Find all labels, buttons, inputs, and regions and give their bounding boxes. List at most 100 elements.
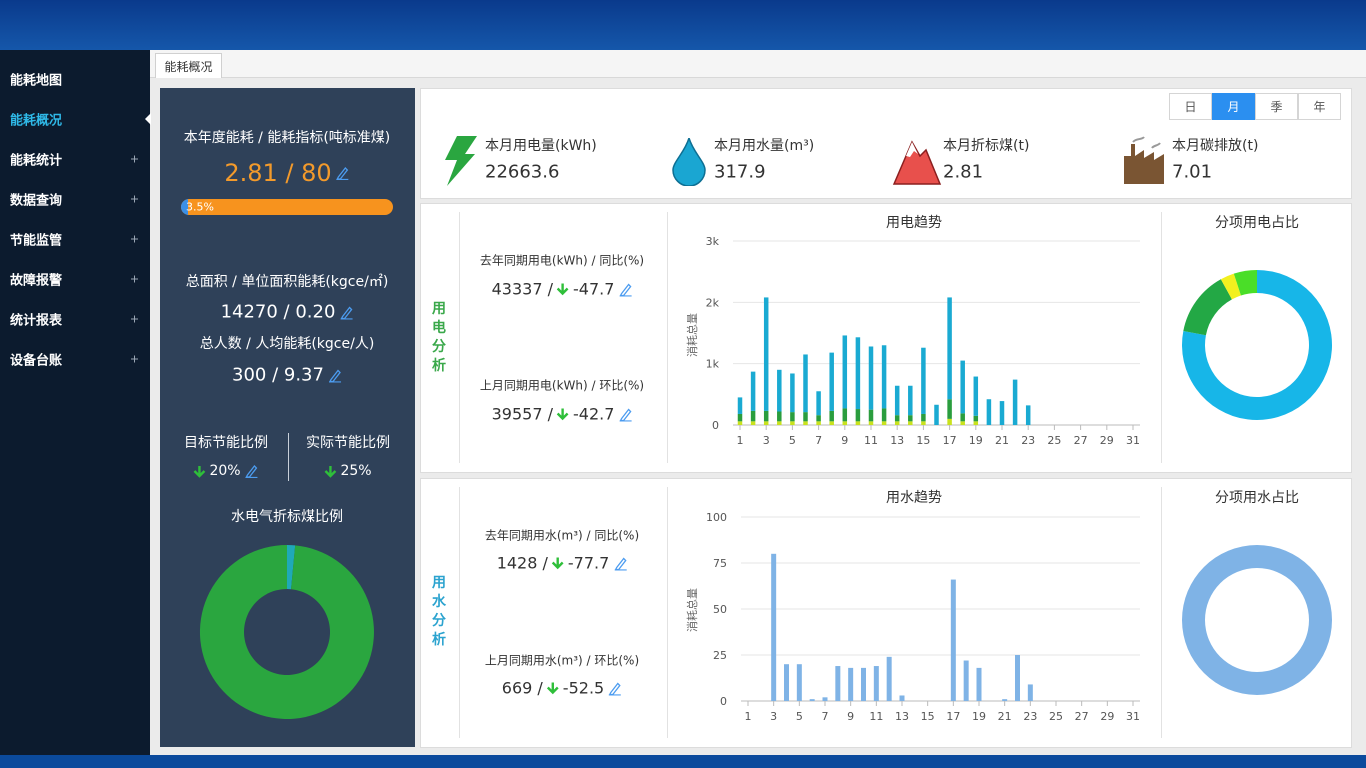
energy-line: 2.81 / 80 <box>224 159 349 187</box>
nav-item[interactable]: 能耗地图 <box>10 73 63 89</box>
nav-item[interactable]: 数据查询 <box>10 193 63 209</box>
edit-icon[interactable] <box>339 305 353 319</box>
kpi-label: 本月碳排放(t) <box>1172 138 1259 154</box>
kpi-value: 22663.6 <box>485 161 560 183</box>
expand-icon[interactable] <box>131 155 138 163</box>
divider <box>459 212 460 463</box>
period-button[interactable]: 季 <box>1255 93 1298 120</box>
progress-fill <box>181 199 189 215</box>
chart-title: 用水趋势 <box>886 490 942 506</box>
kpi-value: 7.01 <box>1172 161 1213 183</box>
nav-item[interactable]: 统计报表 <box>10 313 63 329</box>
down-arrow <box>546 682 559 695</box>
nav-item[interactable]: 设备台账 <box>10 353 63 369</box>
nav-item[interactable]: 节能监管 <box>10 233 63 249</box>
yoy-label: 去年同期用电(kWh) / 同比(%) <box>479 253 645 268</box>
actual-value: 25% <box>340 463 372 479</box>
water-icon <box>672 138 706 186</box>
yoy-value: -47.7 <box>572 279 615 299</box>
area-line: 14270 / 0.20 <box>221 302 354 323</box>
period-button[interactable]: 年 <box>1298 93 1341 120</box>
carbon-icon <box>1124 136 1164 184</box>
divider <box>459 487 460 738</box>
nav-item-active[interactable]: 能耗概况 <box>10 113 63 129</box>
progress-bar: 3.5% <box>181 199 393 215</box>
mom-label: 上月同期用电(kWh) / 环比(%) <box>479 378 645 393</box>
top-banner <box>0 0 1366 50</box>
expand-icon[interactable] <box>131 355 138 363</box>
edit-icon[interactable] <box>618 282 632 296</box>
kpi-value: 317.9 <box>714 161 766 183</box>
actual-line: 25% <box>324 463 372 479</box>
coal-icon <box>892 140 942 185</box>
target-value: 20% <box>209 463 241 479</box>
target-label: 目标节能比例 <box>184 435 268 451</box>
area-label: 总面积 / 单位面积能耗(kgce/㎡) <box>185 274 389 290</box>
divider <box>1161 212 1162 463</box>
down-arrow <box>552 557 564 570</box>
section-title: 用电分析 <box>432 301 446 374</box>
yoy-base: 43337 / <box>491 279 553 299</box>
down-arrow <box>324 465 337 478</box>
sidebar <box>0 50 150 755</box>
kpi-label: 本月用水量(m³) <box>714 138 815 154</box>
energy-label: 本年度能耗 / 能耗指标(吨标准煤) <box>183 130 391 146</box>
kpi-value: 2.81 <box>943 161 984 183</box>
energy-value: 2.81 / 80 <box>224 159 332 187</box>
mom-line: 669 / -52.5 <box>502 679 622 698</box>
yoy-label: 去年同期用水(m³) / 同比(%) <box>484 528 640 543</box>
divider <box>667 487 668 738</box>
people-label: 总人数 / 人均能耗(kgce/人) <box>199 336 375 352</box>
period-button[interactable]: 日 <box>1169 93 1212 120</box>
bottom-strip <box>0 755 1366 768</box>
progress-label: 3.5% <box>186 200 214 214</box>
chart-title: 用电趋势 <box>886 215 942 231</box>
active-marker <box>145 113 151 125</box>
section-title: 用水分析 <box>432 575 446 648</box>
mom-base: 669 / <box>501 678 543 698</box>
down-arrow <box>557 283 569 296</box>
chart-title: 分项用电占比 <box>1215 215 1299 231</box>
target-line: 20% <box>193 463 258 479</box>
edit-icon[interactable] <box>608 681 622 695</box>
yoy-line: 43337 / -47.7 <box>492 280 633 299</box>
kpi-label: 本月用电量(kWh) <box>485 138 597 154</box>
actual-label: 实际节能比例 <box>306 435 390 451</box>
expand-icon[interactable] <box>131 235 138 243</box>
edit-icon[interactable] <box>613 556 627 570</box>
down-arrow <box>557 408 569 421</box>
mom-value: -42.7 <box>572 404 615 424</box>
water-box <box>420 478 1352 748</box>
yoy-line: 1428 / -77.7 <box>497 554 628 573</box>
tab[interactable]: 能耗概况 <box>155 53 222 78</box>
nav-item[interactable]: 能耗统计 <box>10 153 63 169</box>
y-axis-label: 消耗总量 <box>686 313 699 357</box>
edit-icon[interactable] <box>245 464 259 478</box>
mom-label: 上月同期用水(m³) / 环比(%) <box>484 653 640 668</box>
mom-base: 39557 / <box>491 404 553 424</box>
electricity-box <box>420 203 1352 473</box>
divider <box>1161 487 1162 738</box>
down-arrow <box>193 465 206 478</box>
kpi-label: 本月折标煤(t) <box>943 138 1030 154</box>
edit-icon[interactable] <box>618 407 632 421</box>
mom-value: -52.5 <box>562 678 605 698</box>
expand-icon[interactable] <box>131 315 138 323</box>
period-button-active[interactable]: 月 <box>1212 93 1255 120</box>
area-value: 14270 / 0.20 <box>220 301 336 323</box>
expand-icon[interactable] <box>131 195 138 203</box>
tab-strip <box>150 50 1366 78</box>
mom-line: 39557 / -42.7 <box>492 405 633 424</box>
chart-title: 分项用水占比 <box>1215 490 1299 506</box>
divider <box>288 433 289 481</box>
expand-icon[interactable] <box>131 275 138 283</box>
divider <box>667 212 668 463</box>
people-value: 300 / 9.37 <box>232 364 324 386</box>
y-axis-label: 消耗总量 <box>686 588 699 632</box>
nav-item[interactable]: 故障报警 <box>10 273 63 289</box>
edit-icon[interactable] <box>328 368 342 382</box>
edit-icon[interactable] <box>336 166 350 180</box>
yoy-value: -77.7 <box>567 553 610 573</box>
ratio-title: 水电气折标煤比例 <box>231 509 343 525</box>
